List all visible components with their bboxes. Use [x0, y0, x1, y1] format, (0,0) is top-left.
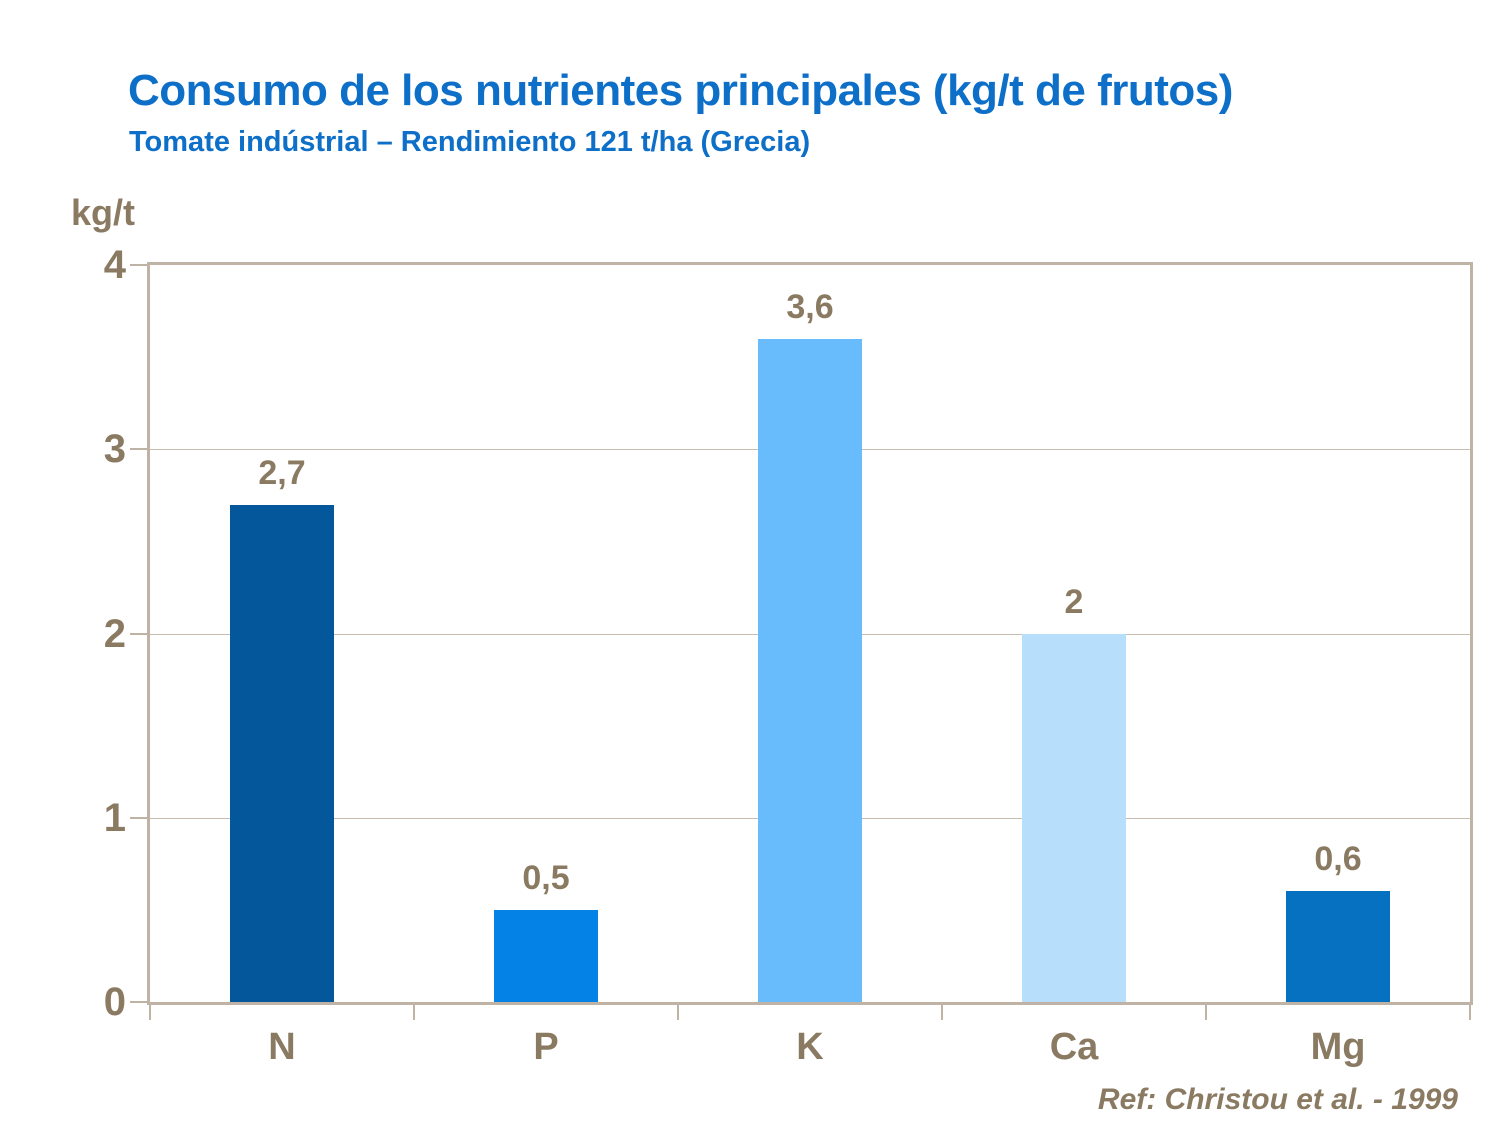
- x-tick-0: [149, 1005, 151, 1020]
- y-tick-label-2: 2: [103, 611, 126, 656]
- x-tick-4: [1205, 1005, 1207, 1020]
- value-label-P: 0,5: [522, 858, 570, 897]
- x-category-label-K: K: [796, 1026, 824, 1068]
- y-tick-3: [130, 448, 147, 451]
- chart-subtitle: Tomate indústrial – Rendimiento 121 t/ha…: [129, 126, 811, 158]
- reference-citation: Ref: Christou et al. - 1999: [1097, 1083, 1458, 1116]
- x-category-label-Ca: Ca: [1049, 1026, 1099, 1068]
- plot-area: 2,7 0,5 3,6 2 0,6: [147, 262, 1473, 1005]
- y-tick-label-0: 0: [103, 980, 126, 1024]
- value-label-Ca: 2: [1064, 582, 1084, 621]
- value-label-K: 3,6: [786, 287, 834, 326]
- x-category-label-Mg: Mg: [1310, 1026, 1366, 1068]
- y-axis-unit-label: kg/t: [71, 192, 136, 233]
- x-category-label-P: P: [533, 1026, 559, 1068]
- x-tick-3: [941, 1005, 943, 1020]
- bar-P: [494, 909, 598, 1002]
- y-tick-4: [130, 264, 147, 266]
- bar-K: [758, 338, 862, 1002]
- y-tick-2: [130, 632, 147, 635]
- x-tick-1: [413, 1005, 415, 1020]
- bar-Mg: [1286, 891, 1390, 1002]
- y-tick-label-4: 4: [103, 243, 126, 287]
- y-tick-label-3: 3: [103, 427, 126, 472]
- y-tick-label-1: 1: [103, 795, 126, 840]
- y-tick-1: [130, 816, 147, 819]
- value-label-N: 2,7: [258, 453, 306, 492]
- x-tick-5: [1469, 1005, 1471, 1020]
- value-label-Mg: 0,6: [1314, 840, 1362, 879]
- bar-N: [230, 504, 334, 1002]
- bar-Ca: [1022, 633, 1126, 1002]
- x-category-label-N: N: [268, 1026, 296, 1068]
- x-tick-2: [677, 1005, 679, 1020]
- y-tick-0: [130, 1001, 147, 1003]
- chart-title: Consumo de los nutrientes principales (k…: [128, 66, 1233, 115]
